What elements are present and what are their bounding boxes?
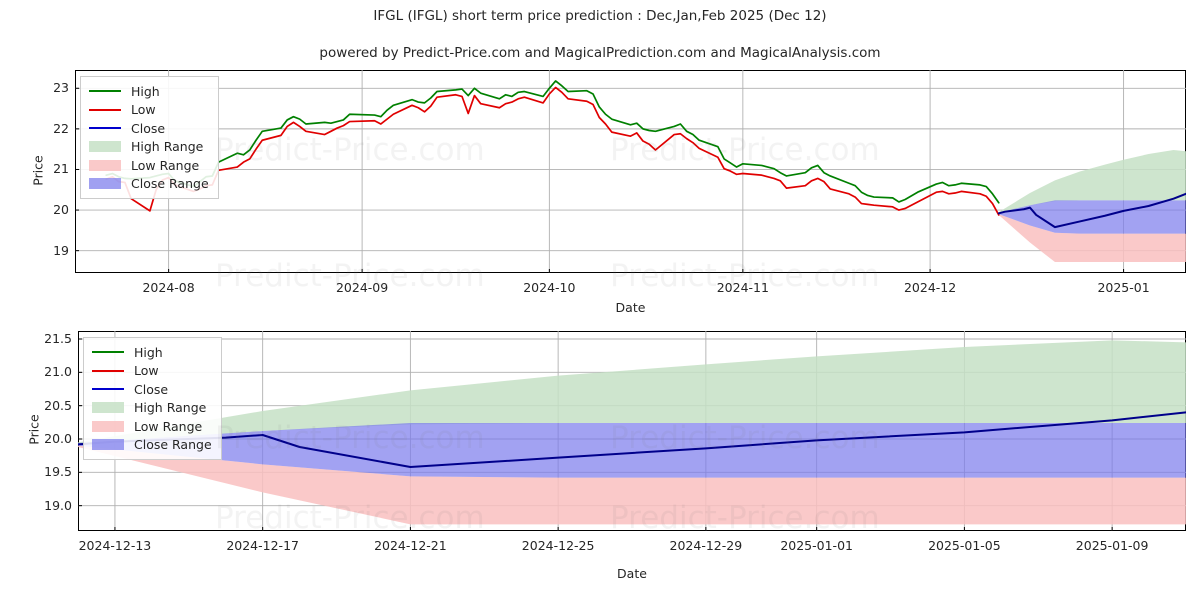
overview-legend: High Low Close High Range Low Range Close Ran… bbox=[80, 76, 219, 199]
legend-item-high: High bbox=[91, 343, 212, 362]
band-high-range bbox=[998, 149, 1186, 214]
legend-item-label: High bbox=[131, 83, 160, 99]
forecast-legend: High Low Close High Range Low Range Close Ran… bbox=[83, 337, 222, 460]
x-tick-label: 2024-12 bbox=[903, 280, 957, 295]
x-tick-label: 2025-01-09 bbox=[1075, 538, 1149, 553]
legend-item-label: Close bbox=[131, 120, 166, 136]
legend-swatch-patch-icon bbox=[91, 401, 125, 414]
legend-item-high: High bbox=[88, 82, 209, 101]
legend-swatch-line-icon bbox=[91, 383, 125, 396]
x-tick-label: 2025-01 bbox=[1097, 280, 1150, 295]
legend-swatch-mark bbox=[92, 351, 124, 354]
y-tick-label: 21 bbox=[53, 161, 69, 177]
legend-item-close: Close bbox=[91, 380, 212, 399]
y-tick-label: 21.5 bbox=[44, 331, 72, 346]
legend-item-label: High bbox=[134, 344, 163, 360]
x-tick-label: 2025-01-01 bbox=[780, 538, 853, 553]
legend-item-label: Low bbox=[134, 363, 159, 379]
legend-swatch-line-icon bbox=[88, 85, 122, 98]
legend-swatch-line-icon bbox=[91, 364, 125, 377]
legend-swatch-patch-icon bbox=[88, 159, 122, 172]
band-low-range bbox=[78, 445, 1186, 525]
legend-item-low-range: Low Range bbox=[88, 156, 209, 175]
page-title: IFGL (IFGL) short term price prediction … bbox=[373, 8, 827, 24]
legend-swatch-mark bbox=[89, 90, 121, 93]
legend-item-low: Low bbox=[88, 101, 209, 120]
series-line-high bbox=[105, 80, 1000, 204]
legend-swatch-mark bbox=[89, 127, 121, 130]
overview-x-axis-label: Date bbox=[615, 300, 646, 315]
legend-swatch-patch-icon bbox=[88, 140, 122, 153]
legend-swatch-mark bbox=[92, 402, 124, 414]
y-tick-label: 21.0 bbox=[44, 364, 72, 380]
x-tick-label: 2024-11 bbox=[716, 280, 769, 295]
x-tick-label: 2024-12-25 bbox=[521, 538, 595, 553]
band-low-range bbox=[998, 214, 1186, 263]
legend-item-low-range: Low Range bbox=[91, 417, 212, 436]
legend-item-high-range: High Range bbox=[91, 399, 212, 418]
legend-item-high-range: High Range bbox=[88, 138, 209, 157]
legend-item-label: Close Range bbox=[131, 176, 209, 192]
legend-swatch-line-icon bbox=[88, 122, 122, 135]
y-tick-label: 19.0 bbox=[44, 497, 72, 513]
gridlines bbox=[75, 70, 1186, 273]
x-tick-label: 2024-10 bbox=[523, 280, 576, 295]
legend-item-low: Low bbox=[91, 362, 212, 381]
legend-swatch-patch-icon bbox=[91, 438, 125, 451]
band-high-range bbox=[78, 340, 1186, 445]
legend-swatch-line-icon bbox=[88, 103, 122, 116]
forecast-x-axis-label: Date bbox=[617, 566, 647, 581]
y-tick-label: 20 bbox=[53, 202, 69, 218]
legend-swatch-mark bbox=[89, 108, 121, 111]
legend-item-label: Low Range bbox=[134, 418, 203, 434]
legend-swatch-patch-icon bbox=[88, 177, 122, 190]
series-line-close bbox=[997, 192, 1186, 229]
legend-item-label: Low Range bbox=[131, 157, 200, 173]
legend-item-close-range: Close Range bbox=[88, 175, 209, 194]
x-tick-label: 2024-12-29 bbox=[669, 538, 743, 553]
series-line-low bbox=[105, 86, 1000, 216]
legend-item-close: Close bbox=[88, 119, 209, 138]
x-tick-label: 2025-01-05 bbox=[928, 538, 1001, 553]
legend-item-label: High Range bbox=[134, 400, 207, 416]
y-tick-label: 23 bbox=[53, 80, 69, 96]
legend-item-label: Close Range bbox=[134, 437, 212, 453]
overview-plot-frame bbox=[75, 70, 1186, 273]
legend-swatch-mark bbox=[92, 420, 124, 432]
x-tick-label: 2024-12-17 bbox=[226, 538, 299, 553]
x-tick-label: 2024-08 bbox=[142, 280, 195, 295]
y-tick-label: 20.0 bbox=[44, 431, 72, 446]
band-close-range bbox=[78, 423, 1186, 478]
legend-item-label: Close bbox=[134, 381, 169, 397]
overview-plot-canvas bbox=[75, 70, 1186, 273]
legend-swatch-mark bbox=[92, 388, 124, 391]
x-tick-label: 2024-12-13 bbox=[78, 538, 152, 553]
forecast-chart-panel bbox=[78, 331, 1186, 531]
legend-swatch-mark bbox=[92, 439, 124, 451]
page-subtitle: powered by Predict-Price.com and Magical… bbox=[319, 45, 881, 61]
legend-swatch-line-icon bbox=[91, 346, 125, 359]
y-tick-label: 19 bbox=[53, 242, 69, 258]
x-tick-label: 2024-12-21 bbox=[374, 538, 447, 553]
x-tick-label: 2024-09 bbox=[335, 280, 389, 295]
y-tick-label: 22 bbox=[53, 120, 69, 136]
y-tick-label: 20.5 bbox=[44, 397, 72, 413]
legend-swatch-patch-icon bbox=[91, 420, 125, 433]
legend-swatch-mark bbox=[89, 159, 121, 171]
legend-item-label: Low bbox=[131, 102, 156, 118]
legend-swatch-mark bbox=[92, 369, 124, 372]
forecast-plot-canvas bbox=[78, 331, 1186, 531]
legend-swatch-mark bbox=[89, 141, 121, 153]
legend-swatch-mark bbox=[89, 178, 121, 190]
y-tick-label: 19.5 bbox=[44, 464, 72, 480]
overview-chart-panel bbox=[75, 70, 1186, 273]
legend-item-close-range: Close Range bbox=[91, 436, 212, 455]
legend-item-label: High Range bbox=[131, 139, 204, 155]
